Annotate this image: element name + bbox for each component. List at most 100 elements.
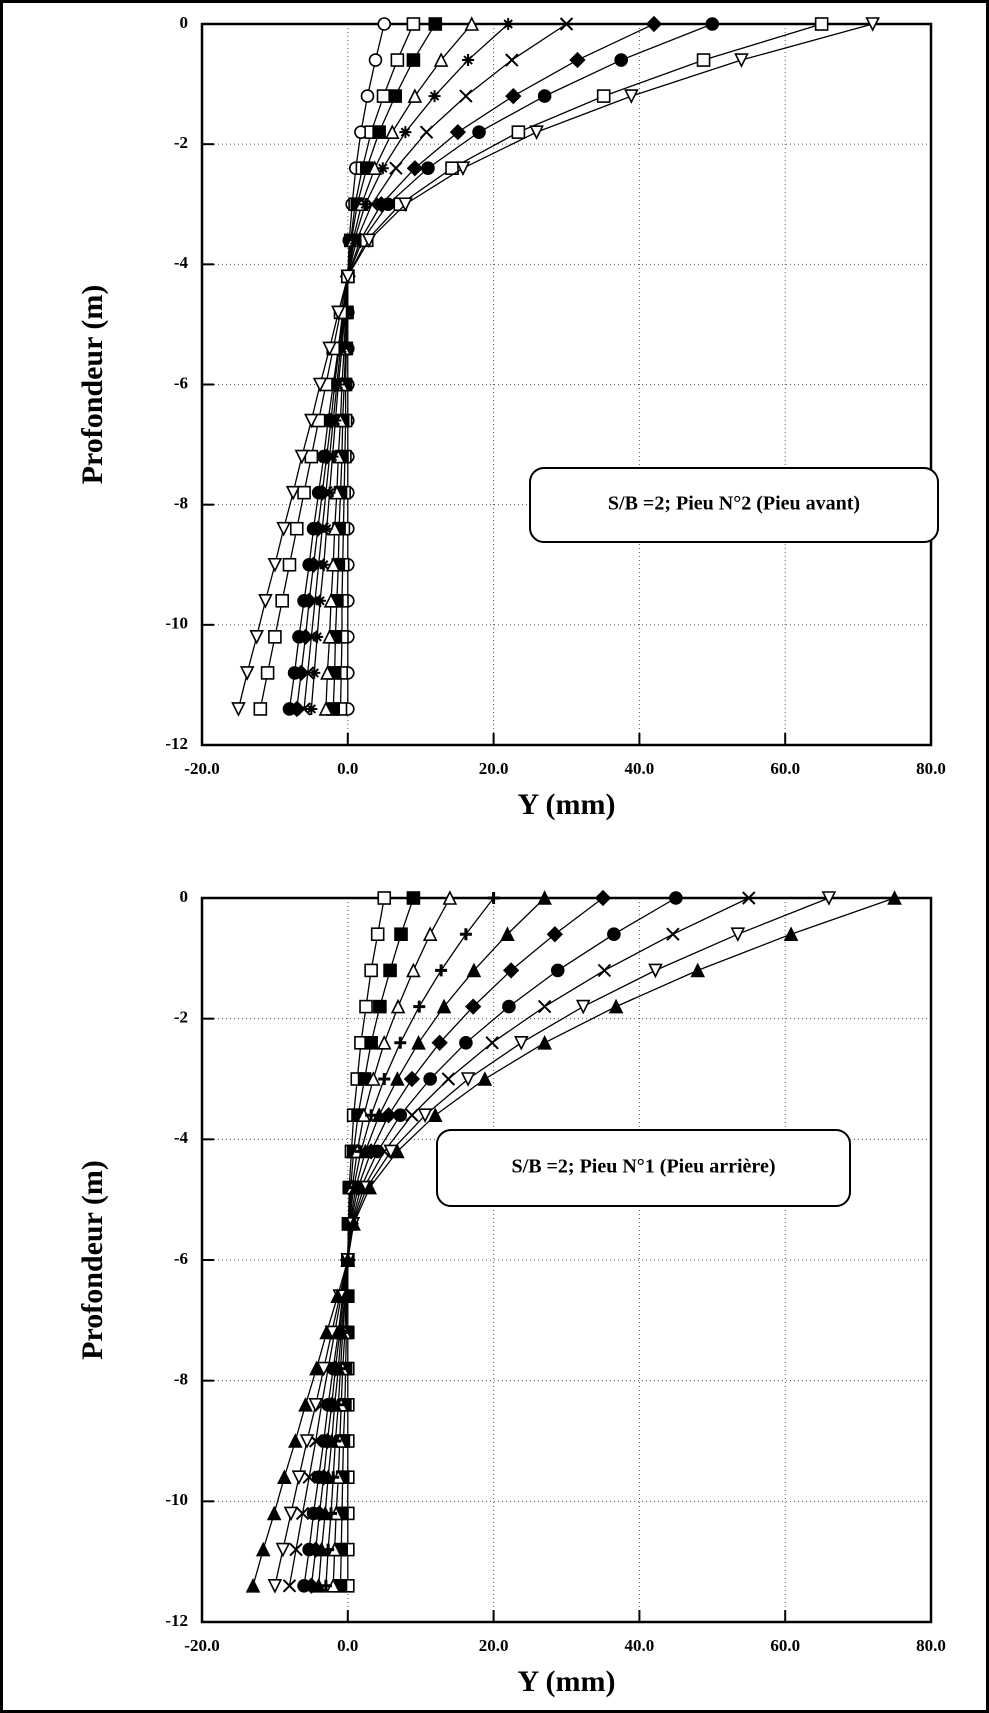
point xyxy=(462,54,475,67)
point xyxy=(294,449,310,465)
point xyxy=(316,1361,332,1377)
point xyxy=(308,666,321,679)
point xyxy=(266,1505,282,1521)
point xyxy=(268,630,282,644)
point xyxy=(423,1072,437,1086)
point xyxy=(865,17,880,32)
point xyxy=(267,557,283,573)
point xyxy=(330,1288,345,1303)
point xyxy=(297,593,311,608)
point xyxy=(485,1036,499,1050)
annotation: S/B =2; Pieu N°1 (Pieu arrière) xyxy=(512,1156,776,1178)
point xyxy=(366,1071,381,1086)
point xyxy=(377,891,392,905)
point xyxy=(413,1000,426,1013)
point xyxy=(302,557,316,572)
point xyxy=(435,964,448,977)
point xyxy=(373,999,387,1014)
point xyxy=(245,1578,261,1593)
point xyxy=(282,702,297,716)
point xyxy=(297,1579,311,1593)
y-tick-label: -10 xyxy=(165,1490,188,1509)
point xyxy=(370,927,385,942)
point xyxy=(614,53,628,67)
point xyxy=(537,890,552,905)
point xyxy=(289,521,304,536)
point xyxy=(283,1506,299,1522)
point xyxy=(346,1216,361,1231)
point xyxy=(406,891,421,905)
x-tick-label: -20.0 xyxy=(184,759,219,778)
point xyxy=(459,928,472,941)
point xyxy=(364,963,378,978)
series xyxy=(231,17,880,717)
point xyxy=(249,630,264,645)
point xyxy=(887,890,902,905)
point xyxy=(311,485,326,500)
point xyxy=(390,1143,405,1159)
series xyxy=(253,17,829,716)
point xyxy=(372,125,386,139)
point xyxy=(550,963,565,978)
point xyxy=(299,1434,315,1449)
point xyxy=(742,891,756,905)
y-tick-label: -6 xyxy=(174,1249,188,1268)
x-tick-label: 60.0 xyxy=(770,759,800,778)
point xyxy=(323,593,339,608)
x-tick-label: 40.0 xyxy=(625,1636,655,1655)
point xyxy=(309,1360,324,1376)
point xyxy=(607,927,621,942)
point xyxy=(282,557,297,572)
point xyxy=(608,998,624,1014)
point xyxy=(383,963,397,978)
point xyxy=(399,126,412,139)
point xyxy=(814,17,829,31)
point xyxy=(317,558,330,571)
point xyxy=(433,52,449,67)
point xyxy=(302,1470,316,1484)
point xyxy=(260,666,275,680)
point xyxy=(359,198,372,211)
point xyxy=(239,666,255,681)
point xyxy=(455,161,471,176)
point xyxy=(377,17,392,31)
point xyxy=(546,926,563,943)
point xyxy=(403,1070,421,1088)
point xyxy=(319,1324,334,1340)
point xyxy=(277,1469,292,1484)
point xyxy=(288,1433,303,1448)
point xyxy=(295,1506,310,1521)
point xyxy=(472,125,486,139)
point xyxy=(388,89,402,103)
point xyxy=(459,1036,473,1050)
point xyxy=(381,197,395,212)
point xyxy=(311,630,324,643)
point xyxy=(282,1579,297,1593)
point xyxy=(340,269,356,285)
point xyxy=(502,999,516,1014)
point xyxy=(511,125,526,139)
y-tick-label: -4 xyxy=(174,253,189,272)
y-tick-label: -6 xyxy=(174,373,188,392)
point xyxy=(690,962,706,978)
point xyxy=(666,927,680,941)
point xyxy=(376,89,391,103)
point xyxy=(597,963,612,978)
point xyxy=(298,1397,313,1412)
x-tick-label: 0.0 xyxy=(337,1636,358,1655)
point xyxy=(331,305,346,321)
point xyxy=(376,1035,392,1050)
point xyxy=(365,1109,378,1122)
point xyxy=(669,891,683,905)
point xyxy=(276,521,291,537)
point xyxy=(569,51,586,69)
x-tick-label: 40.0 xyxy=(625,759,655,778)
annotation: S/B =2; Pieu N°2 (Pieu avant) xyxy=(608,493,860,515)
point xyxy=(406,53,421,67)
point xyxy=(322,629,337,644)
point xyxy=(308,1398,324,1413)
point xyxy=(360,89,375,103)
point xyxy=(306,1506,321,1521)
point xyxy=(502,18,515,30)
